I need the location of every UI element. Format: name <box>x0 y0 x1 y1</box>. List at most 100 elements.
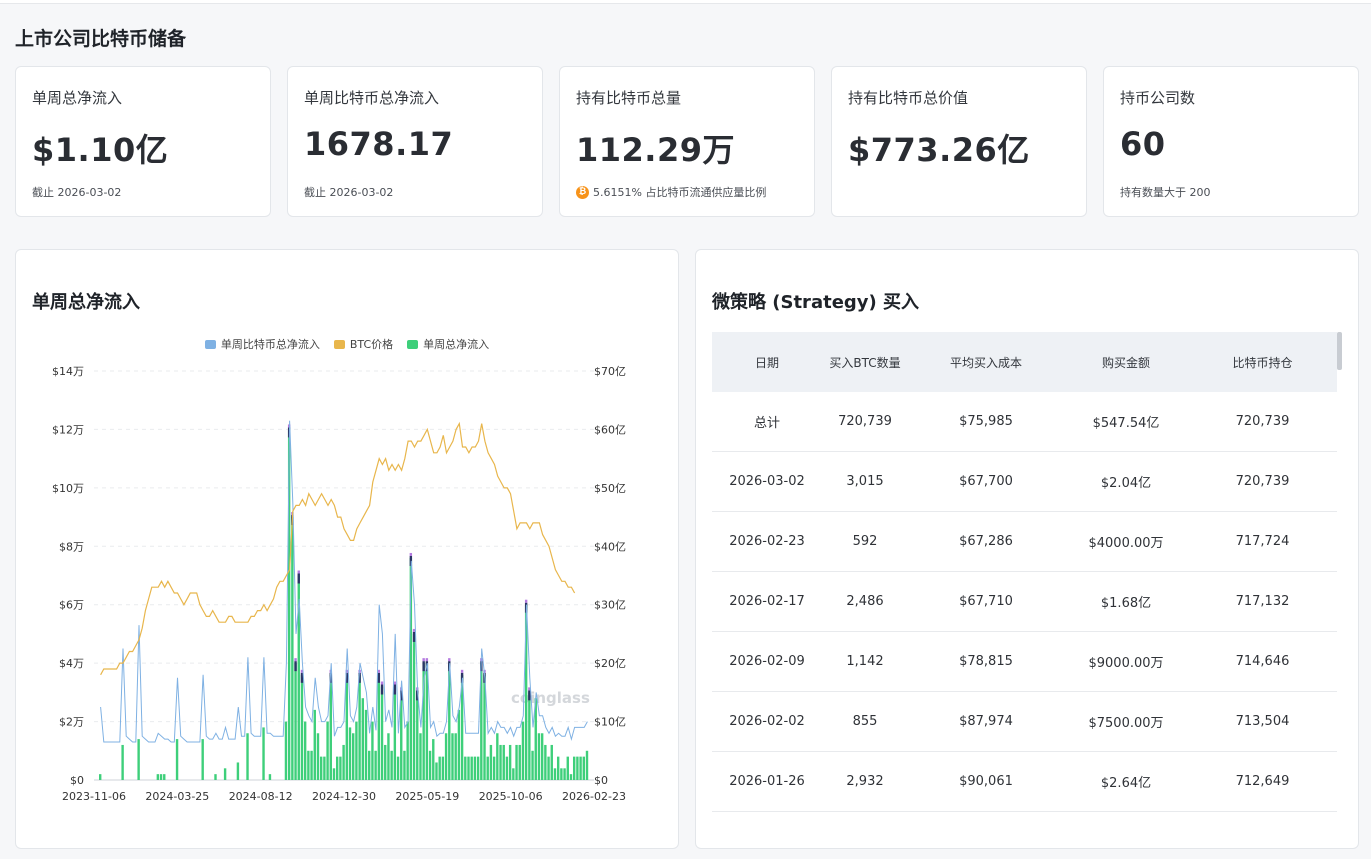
bitcoin-icon: ₿ <box>576 185 589 199</box>
inflow-bar <box>352 733 355 780</box>
flow-chart[interactable]: $0 $0 $2万 $10亿 $4万 $20亿 $6万 $30亿 $8万 $40亿 $10万 $50亿… <box>16 250 680 850</box>
inflow-bar <box>348 727 352 780</box>
inflow-bar-segment <box>300 672 304 683</box>
inflow-bar <box>377 674 381 780</box>
table-cell: 592 <box>852 534 878 549</box>
inflow-bar-segment <box>294 661 297 672</box>
inflow-bar <box>419 733 422 780</box>
inflow-bar <box>345 674 349 780</box>
stat-card: 单周总净流入 $1.10亿 截止 2026-03-02 <box>15 66 271 217</box>
inflow-bar <box>476 756 480 780</box>
y-left-tick-label: $6万 <box>59 599 84 612</box>
card-subtext: ₿ 5.6151% 占比特币流通供应量比例 <box>576 184 766 200</box>
table-cell: 2026-02-09 <box>729 654 805 669</box>
table-cell: 855 <box>852 714 878 729</box>
legend-item-usd-flow[interactable]: 单周总净流入 <box>407 336 489 352</box>
table-row[interactable]: 2026-02-02 855 $87,974 $7500.00万 713,504 <box>712 692 1337 752</box>
table-cell: 2026-02-23 <box>729 534 805 549</box>
inflow-bar <box>342 744 345 780</box>
inflow-bar <box>355 721 358 780</box>
y-left-tick-label: $8万 <box>59 540 84 553</box>
inflow-bar <box>563 768 566 780</box>
inflow-bar-segment <box>524 599 528 603</box>
table-row[interactable]: 2026-02-23 592 $67,286 $4000.00万 717,724 <box>712 512 1337 572</box>
inflow-bar <box>486 756 489 780</box>
column-header[interactable]: 日期 <box>754 355 779 370</box>
inflow-bar <box>467 756 470 780</box>
stat-card: 持币公司数 60 持有数量大于 200 <box>1103 66 1359 217</box>
inflow-bar <box>515 744 518 780</box>
inflow-bar-segment <box>393 681 397 685</box>
inflow-bar <box>524 604 528 780</box>
inflow-bar-segment <box>400 690 403 701</box>
card-label: 单周总净流入 <box>32 89 123 107</box>
inflow-bar <box>473 756 477 780</box>
inflow-bar <box>313 709 316 780</box>
inflow-bar <box>329 674 332 780</box>
y-right-tick-label: $40亿 <box>594 540 626 553</box>
inflow-bar <box>387 733 390 780</box>
chart-legend: 单周比特币总净流入 BTC价格 单周总净流入 <box>16 336 678 352</box>
inflow-bar <box>508 744 512 780</box>
table-cell: $4000.00万 <box>1088 536 1164 551</box>
inflow-bar <box>403 750 406 780</box>
table-cell: 717,724 <box>1235 534 1290 549</box>
inflow-bar <box>300 674 304 780</box>
table-row[interactable]: 总计 720,739 $75,985 $547.54亿 720,739 <box>712 392 1337 452</box>
inflow-bar <box>361 698 365 780</box>
table-row[interactable]: 2026-01-26 2,932 $90,061 $2.64亿 712,649 <box>712 752 1337 812</box>
table-row[interactable]: 2026-03-02 3,015 $67,700 $2.04亿 720,739 <box>712 452 1337 512</box>
legend-item-btc-price[interactable]: BTC价格 <box>333 336 393 352</box>
inflow-bar <box>428 750 432 780</box>
inflow-bar <box>454 733 457 780</box>
inflow-bar <box>489 744 493 780</box>
card-label: 持有比特币总价值 <box>848 89 969 107</box>
legend-item-btc-flow[interactable]: 单周比特币总净流入 <box>204 336 320 352</box>
inflow-bar <box>579 756 582 780</box>
inflow-bar <box>502 744 505 780</box>
purchase-table[interactable]: 日期 买入BTC数量 平均买入成本 购买金额 比特币持仓 总计 720,739 $7… <box>712 332 1342 812</box>
inflow-bar <box>521 721 525 780</box>
inflow-bar-segment <box>412 628 416 632</box>
column-header[interactable]: 买入BTC数量 <box>829 355 901 370</box>
table-cell: $90,061 <box>959 774 1013 789</box>
inflow-bar <box>332 768 336 780</box>
inflow-bar <box>444 733 448 780</box>
table-row[interactable]: 2026-02-09 1,142 $78,815 $9000.00万 714,646 <box>712 632 1337 692</box>
inflow-bar-segment <box>294 658 297 662</box>
table-header: 日期 买入BTC数量 平均买入成本 购买金额 比特币持仓 <box>712 332 1337 392</box>
column-header[interactable]: 购买金额 <box>1101 355 1150 370</box>
card-subtext: 截止 2026-03-02 <box>304 184 393 200</box>
column-header[interactable]: 比特币持仓 <box>1232 355 1293 370</box>
table-cell: 2026-03-02 <box>729 474 805 489</box>
column-header[interactable]: 平均买入成本 <box>949 355 1022 370</box>
card-value: 112.29万 <box>576 131 735 169</box>
table-row[interactable]: 2026-02-17 2,486 $67,710 $1.68亿 717,132 <box>712 572 1337 632</box>
inflow-bar-segment <box>377 669 381 673</box>
inflow-bar <box>159 774 163 780</box>
card-subtext-label: 持有数量大于 200 <box>1120 186 1211 199</box>
table-cell: $67,700 <box>959 474 1013 489</box>
y-right-tick-label: $50亿 <box>594 482 626 495</box>
y-left-tick-label: $4万 <box>59 657 84 670</box>
inflow-bar-segment <box>425 658 429 662</box>
x-tick-label: 2025-10-06 <box>479 790 543 803</box>
inflow-bar <box>223 768 227 780</box>
inflow-bar <box>214 774 217 780</box>
inflow-bar <box>540 733 544 780</box>
table-cell: 1,142 <box>846 654 884 669</box>
table-scrollbar[interactable] <box>1337 332 1342 370</box>
inflow-bar <box>492 756 496 780</box>
table-cell: 714,646 <box>1235 654 1290 669</box>
table-panel: 微策略 (Strategy) 买入 日期 买入BTC数量 平均买入成本 购买金额… <box>695 249 1359 849</box>
table-title: 微策略 (Strategy) 买入 <box>712 292 920 313</box>
table-cell: $7500.00万 <box>1088 716 1164 731</box>
inflow-bar <box>457 709 461 780</box>
inflow-bar <box>412 633 416 780</box>
y-right-tick-label: $60亿 <box>594 423 626 436</box>
inflow-bar <box>390 750 393 780</box>
y-right-tick-label: $0 <box>594 774 608 787</box>
inflow-bar <box>246 733 249 780</box>
inflow-bar <box>335 756 339 780</box>
inflow-bar-segment <box>393 684 397 695</box>
